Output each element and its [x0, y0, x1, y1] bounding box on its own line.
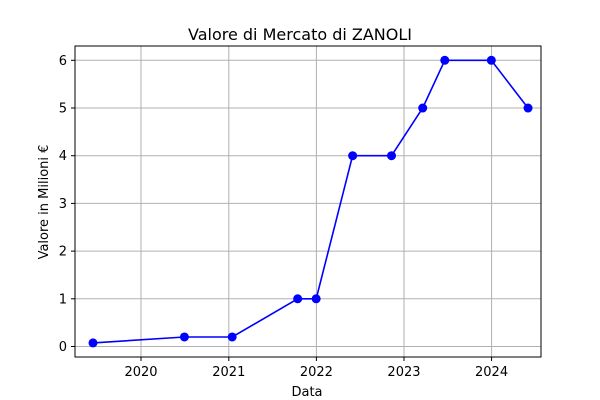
x-axis-ticks: 2020 2021 2022 2023 2024 — [124, 357, 508, 380]
series-polyline — [92, 59, 529, 344]
x-tick-label: 2022 — [300, 365, 333, 380]
data-point — [227, 332, 237, 342]
y-tick-label: 2 — [59, 245, 67, 260]
y-tick-label: 4 — [59, 149, 67, 164]
y-tick-label: 6 — [59, 54, 67, 69]
x-tick-label: 2020 — [124, 365, 157, 380]
x-tick-label: 2021 — [212, 365, 245, 380]
chart-title: Valore di Mercato di ZANOLI — [188, 25, 412, 44]
series-markers — [88, 55, 533, 348]
x-tick-label: 2024 — [475, 365, 508, 380]
y-tick-label: 5 — [59, 102, 67, 117]
data-point — [440, 55, 450, 65]
data-point — [311, 294, 321, 304]
y-tick-label: 3 — [59, 197, 67, 212]
series-line — [92, 59, 529, 344]
y-tick-label: 1 — [59, 292, 67, 307]
data-point — [418, 103, 428, 113]
plot-frame — [74, 45, 542, 358]
x-axis-label: Data — [291, 385, 322, 400]
grid — [75, 46, 541, 357]
x-tick-label: 2023 — [387, 365, 420, 380]
y-axis-ticks: 0 1 2 3 4 5 6 — [59, 54, 75, 355]
data-point — [179, 332, 189, 342]
data-point — [348, 151, 358, 161]
data-point — [387, 151, 397, 161]
data-point — [88, 338, 98, 348]
data-point — [523, 103, 533, 113]
data-point — [293, 294, 303, 304]
data-point — [486, 55, 496, 65]
y-tick-label: 0 — [59, 340, 67, 355]
y-axis-label: Valore in Milioni € — [37, 145, 52, 260]
